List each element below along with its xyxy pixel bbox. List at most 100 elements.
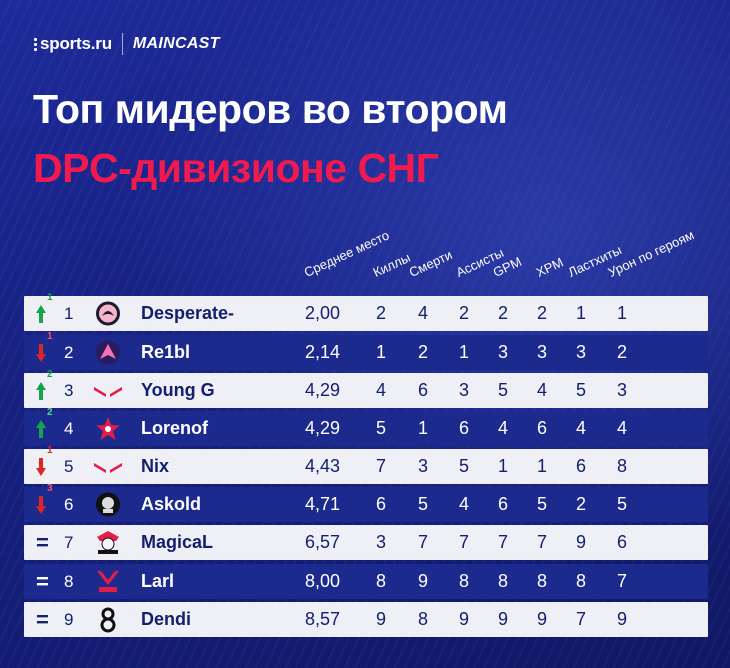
stat-value: 1 [497,456,508,476]
team-logo-icon [94,491,122,518]
equal-icon: = [36,569,49,594]
rank-change: 1 [32,445,62,484]
stat-value: 8 [497,571,508,591]
player-name: MagicaL [141,532,214,552]
stat-value: 5 [536,494,547,514]
stat-value: 7 [375,456,386,476]
player-name: Desperate- [141,303,235,323]
sports-dots-icon [34,37,37,52]
rank-number: 6 [64,495,74,514]
average-place: 8,57 [305,609,341,629]
stat-value: 8 [458,571,469,591]
stat-value: 3 [497,342,508,362]
stat-value: 8 [417,609,428,629]
stat-value: 2 [536,303,547,323]
arrow-down-icon [36,344,46,362]
arrow-up-icon [36,382,46,400]
stat-value: 2 [375,303,386,323]
column-header: Смерти [406,247,455,280]
stat-value: 5 [375,418,386,438]
stat-value: 1 [536,456,547,476]
arrow-down-icon [36,496,46,514]
rank-number: 7 [64,533,74,552]
stat-value: 4 [497,418,508,438]
rank-change-count: 1 [47,331,53,342]
stat-value: 6 [616,532,627,552]
stat-value: 4 [575,418,586,438]
table-row: 2 3 Young G 4,29 4 6 3 5 4 5 3 [24,369,708,408]
player-name: Larl [141,571,175,591]
team-logo-icon [94,606,122,633]
arrow-up-icon [36,305,46,323]
average-place: 6,57 [305,532,341,552]
stat-value: 9 [375,609,386,629]
stat-value: 5 [575,380,586,400]
rank-change: 1 [32,331,62,370]
equal-icon: = [36,607,49,632]
stat-value: 1 [458,342,469,362]
rank-change: 2 [32,369,62,408]
title-line-2: DPC-дивизионе СНГ [33,145,439,191]
maincast-logo: MAINCAST [132,35,220,52]
average-place: 4,29 [305,418,341,438]
stat-value: 3 [458,380,469,400]
rank-number: 3 [64,381,74,400]
stat-value: 5 [616,494,627,514]
table-row: 2 4 Lorenof 4,29 5 1 6 4 6 4 4 [24,407,708,446]
average-place: 2,14 [305,342,341,362]
stat-value: 3 [575,342,586,362]
stat-value: 5 [497,380,508,400]
logos: sports.ru MAINCAST [34,32,220,56]
column-header: Киллы [370,249,413,280]
stat-value: 4 [375,380,386,400]
rank-change: = [32,564,62,599]
stat-value: 1 [375,342,386,362]
stat-value: 6 [417,380,428,400]
stat-value: 6 [536,418,547,438]
average-place: 4,43 [305,456,341,476]
stat-value: 3 [417,456,428,476]
table-row: = 9 Dendi 8,57 9 8 9 9 9 7 9 [24,602,708,637]
team-logo-icon [94,568,122,595]
stat-value: 7 [536,532,547,552]
team-logo-icon [94,453,122,480]
average-place: 8,00 [305,571,341,591]
stat-value: 4 [458,494,469,514]
average-place: 4,29 [305,380,341,400]
rank-number: 5 [64,457,74,476]
rank-number: 9 [64,610,74,629]
stat-value: 4 [536,380,547,400]
rank-number: 1 [64,304,74,323]
stat-value: 9 [536,609,547,629]
stat-value: 1 [575,303,586,323]
player-name: Dendi [141,609,192,629]
stat-value: 8 [536,571,547,591]
player-name: Askold [141,494,202,514]
player-name: Re1bl [141,342,191,362]
table-row: 1 2 Re1bl 2,14 1 2 1 3 3 3 2 [24,331,708,370]
player-name: Lorenof [141,418,208,438]
stat-value: 5 [458,456,469,476]
arrow-down-icon [36,458,46,476]
table-row: 1 1 Desperate- 2,00 2 4 2 2 2 1 1 [24,292,708,331]
stat-value: 7 [497,532,508,552]
stat-value: 5 [417,494,428,514]
rank-change: 1 [32,292,62,331]
stat-value: 1 [417,418,428,438]
arrow-up-icon [36,420,46,438]
stat-value: 9 [497,609,508,629]
rank-change: 3 [32,483,62,522]
stat-value: 6 [497,494,508,514]
stat-value: 7 [616,571,627,591]
team-logo-icon [94,300,122,327]
logo-separator [121,33,123,55]
stat-value: 2 [417,342,428,362]
team-logo-icon [94,415,122,442]
stat-value: 6 [458,418,469,438]
stat-value: 9 [458,609,469,629]
table-row: = 7 MagicaL 6,57 3 7 7 7 7 9 6 [24,525,708,560]
rank-change: 2 [32,407,62,446]
stat-value: 7 [458,532,469,552]
stat-value: 7 [417,532,428,552]
stat-value: 7 [575,609,586,629]
